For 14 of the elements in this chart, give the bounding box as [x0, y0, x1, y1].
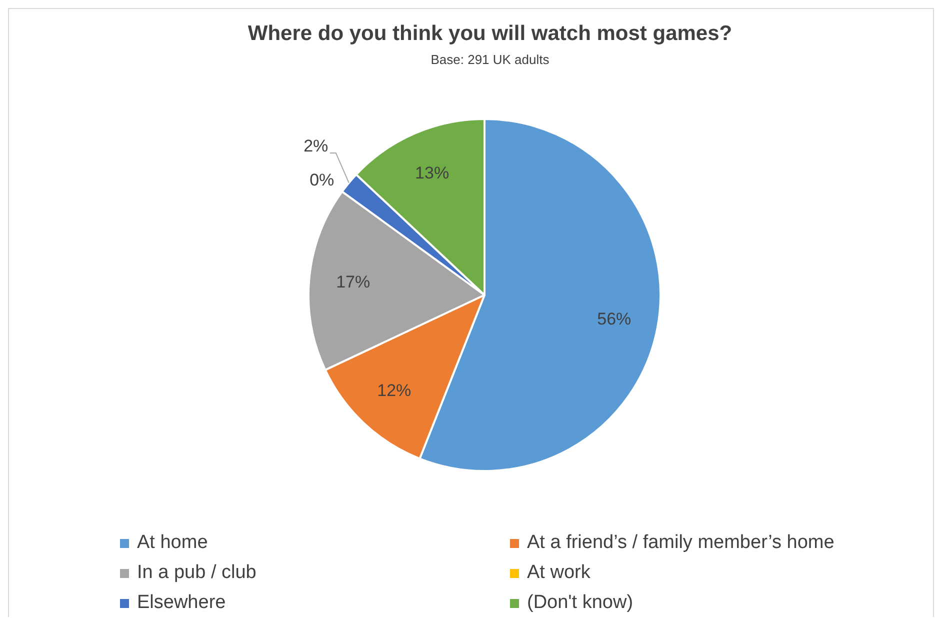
- legend-label: In a pub / club: [137, 562, 256, 584]
- data-label: 2%: [304, 136, 328, 156]
- data-label: 17%: [336, 272, 370, 292]
- legend-label: At home: [137, 532, 208, 554]
- legend-label: At a friend’s / family member’s home: [527, 532, 834, 554]
- data-label: 12%: [377, 380, 412, 400]
- chart-subtitle: Base: 291 UK adults: [430, 52, 550, 67]
- legend-label: At work: [527, 562, 590, 584]
- legend-label: (Don't know): [527, 592, 634, 614]
- text: 0%: [310, 170, 334, 190]
- legend-label: Elsewhere: [137, 592, 226, 614]
- chart-title: Where do you think you will watch most games?: [246, 22, 734, 46]
- data-label: 56%: [597, 309, 632, 328]
- data-label: 13%: [415, 164, 450, 183]
